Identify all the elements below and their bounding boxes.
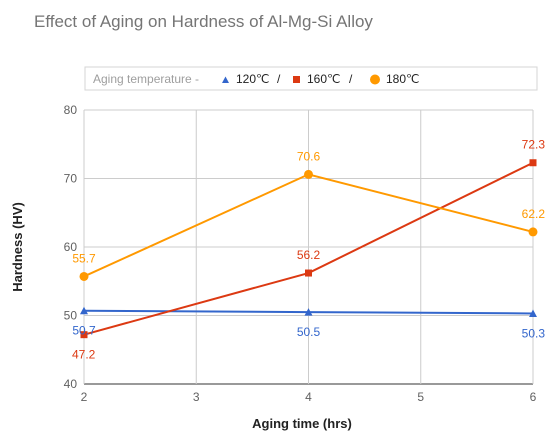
chart-title: Effect of Aging on Hardness of Al-Mg-Si …	[34, 12, 373, 31]
legend-title: Aging temperature -	[93, 72, 199, 86]
legend-separator-2: /	[349, 72, 353, 86]
y-tick-label: 50	[64, 309, 78, 323]
legend-marker-180	[370, 74, 380, 85]
legend-marker-160	[293, 76, 300, 83]
y-tick-label: 70	[64, 172, 78, 186]
x-tick-label: 3	[193, 390, 200, 404]
data-point	[529, 309, 537, 317]
data-label: 50.7	[72, 324, 96, 338]
x-tick-label: 4	[305, 390, 312, 404]
data-label: 47.2	[72, 348, 96, 362]
data-label: 55.7	[72, 251, 96, 265]
legend-marker-120	[222, 76, 229, 83]
data-label: 50.5	[297, 325, 321, 339]
y-tick-label: 40	[64, 377, 78, 391]
x-axis-title: Aging time (hrs)	[252, 416, 352, 431]
data-point	[305, 269, 312, 277]
data-label: 70.6	[297, 149, 321, 163]
data-point	[80, 306, 88, 315]
data-point	[79, 271, 89, 281]
data-label: 72.3	[522, 138, 546, 152]
data-label: 56.2	[297, 248, 321, 262]
y-axis-title: Hardness (HV)	[10, 202, 25, 292]
y-tick-label: 60	[64, 240, 78, 254]
legend: Aging temperature - 120℃ / 160℃ / 180℃	[84, 66, 538, 91]
data-point	[528, 227, 538, 237]
data-label: 62.2	[522, 207, 546, 221]
x-tick-label: 2	[81, 390, 88, 404]
data-point	[304, 308, 313, 316]
data-point	[529, 159, 537, 167]
data-label: 50.3	[522, 326, 546, 340]
legend-label-120: 120℃	[236, 72, 270, 86]
legend-separator-1: /	[277, 72, 281, 86]
y-tick-label: 80	[64, 103, 78, 117]
x-tick-label: 6	[530, 390, 537, 404]
data-point	[80, 331, 88, 339]
legend-frame	[84, 66, 538, 91]
legend-label-160: 160℃	[307, 72, 341, 86]
legend-label-180: 180℃	[386, 72, 420, 86]
data-point	[304, 169, 313, 179]
x-tick-label: 5	[417, 390, 424, 404]
